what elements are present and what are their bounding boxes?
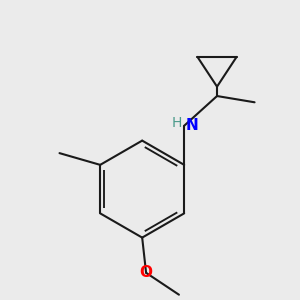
Text: N: N <box>186 118 198 133</box>
Text: H: H <box>171 116 182 130</box>
Text: O: O <box>140 265 153 280</box>
